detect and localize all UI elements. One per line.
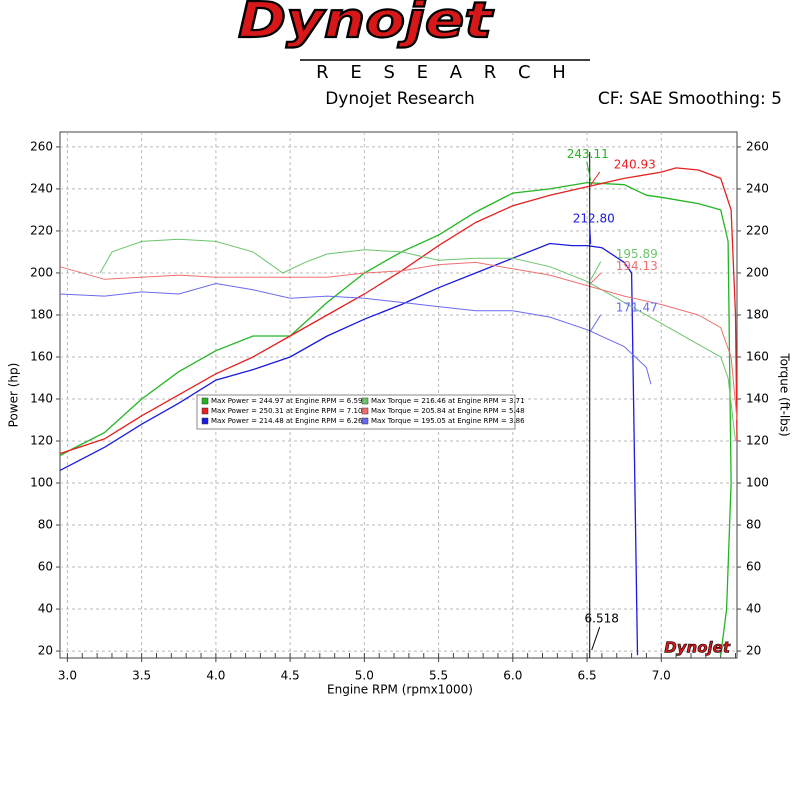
legend-swatch	[201, 417, 209, 425]
logo: Dynojet	[238, 0, 494, 49]
cursor-readout: 171.47	[616, 300, 658, 314]
y-tick-label: 20	[38, 644, 53, 658]
y2-tick-label: 80	[746, 518, 761, 532]
y-tick-label: 220	[30, 223, 53, 237]
readout-arrow	[589, 226, 592, 245]
y2-tick-label: 220	[746, 223, 769, 237]
y2-tick-label: 240	[746, 181, 769, 195]
cursor-label: 6.518	[585, 612, 619, 626]
y2-tick-label: 60	[746, 560, 761, 574]
x-axis-label: Engine RPM (rpmx1000)	[327, 683, 473, 697]
cursor-readout: 194.13	[616, 259, 658, 273]
x-tick-label: 4.0	[206, 669, 225, 683]
y-tick-label: 120	[30, 434, 53, 448]
readout-arrow	[590, 171, 601, 186]
legend-label: Max Power = 214.48 at Engine RPM = 6.26	[211, 417, 363, 425]
x-tick-label: 4.5	[281, 669, 300, 683]
y2-tick-label: 20	[746, 644, 761, 658]
settings: CF: SAE Smoothing: 5	[598, 89, 782, 109]
y-tick-label: 260	[30, 139, 53, 153]
series-line	[99, 238, 736, 442]
y-tick-label: 160	[30, 349, 53, 363]
y-tick-label: 60	[38, 560, 53, 574]
legend-swatch	[361, 417, 369, 425]
x-tick-label: 3.0	[58, 669, 77, 683]
x-tick-label: 6.0	[503, 669, 522, 683]
y2-tick-label: 40	[746, 602, 761, 616]
y-tick-label: 40	[38, 602, 53, 616]
y-tick-label: 80	[38, 518, 53, 532]
y-tick-label: 100	[30, 476, 53, 490]
readout-arrow	[590, 314, 602, 332]
series-line	[59, 261, 738, 421]
cursor-arrow	[591, 626, 601, 651]
series-line	[59, 167, 738, 455]
y2-tick-label: 260	[746, 139, 769, 153]
cursor-readout: 243.11	[567, 147, 609, 161]
x-tick-label: 5.5	[429, 669, 448, 683]
series-line	[59, 282, 652, 385]
x-tick-label: 3.5	[132, 669, 151, 683]
legend-label: Max Torque = 205.84 at Engine RPM = 5.48	[371, 407, 525, 415]
logo-sub: R E S E A R C H	[316, 62, 574, 83]
cursor-readout: 240.93	[614, 157, 656, 171]
cursor-readout: 195.89	[616, 247, 658, 261]
y-tick-label: 240	[30, 181, 53, 195]
company: Dynojet Research	[325, 89, 475, 109]
watermark: Dynojet	[664, 639, 731, 657]
y2-axis-label: Torque (ft-lbs)	[778, 352, 792, 436]
y2-tick-label: 180	[746, 307, 769, 321]
legend-swatch	[361, 407, 369, 415]
y-tick-label: 140	[30, 391, 53, 405]
legend-label: Max Torque = 195.05 at Engine RPM = 3.86	[371, 417, 525, 425]
series-line	[59, 181, 732, 656]
readout-arrow	[586, 161, 592, 181]
x-tick-label: 5.0	[355, 669, 374, 683]
legend-swatch	[361, 397, 369, 405]
legend-label: Max Power = 250.31 at Engine RPM = 7.10	[211, 407, 362, 415]
y-tick-label: 200	[30, 265, 53, 279]
y2-tick-label: 140	[746, 391, 769, 405]
cursor-readout: 212.80	[573, 212, 615, 226]
y2-tick-label: 100	[746, 476, 769, 490]
series-line	[59, 242, 639, 656]
y-tick-label: 180	[30, 307, 53, 321]
readout-arrow	[590, 261, 602, 280]
legend-label: Max Power = 244.97 at Engine RPM = 6.59	[211, 397, 362, 405]
y2-tick-label: 120	[746, 434, 769, 448]
y2-tick-label: 160	[746, 349, 769, 363]
legend-swatch	[201, 407, 209, 415]
legend: Max Power = 244.97 at Engine RPM = 6.59 M…	[196, 394, 525, 430]
y2-tick-label: 200	[746, 265, 769, 279]
legend-box	[196, 394, 516, 430]
x-tick-label: 7.0	[652, 669, 671, 683]
legend-label: Max Torque = 216.46 at Engine RPM = 3.71	[371, 397, 525, 405]
y-axis-label: Power (hp)	[7, 363, 21, 428]
x-tick-label: 6.5	[578, 669, 597, 683]
legend-swatch	[201, 397, 209, 405]
readout-arrow	[590, 272, 602, 284]
